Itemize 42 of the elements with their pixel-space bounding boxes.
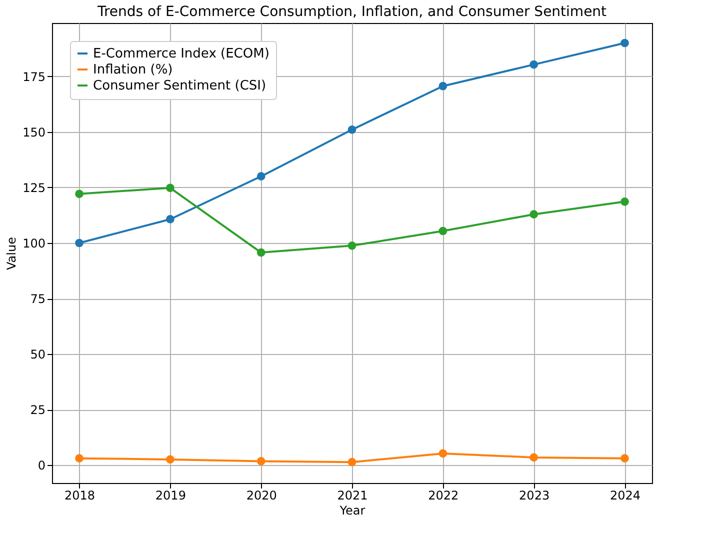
legend-label: E-Commerce Index (ECOM): [93, 46, 270, 62]
point: [75, 190, 84, 198]
point: [256, 248, 266, 257]
point: [75, 238, 84, 248]
y-tick-label: 75: [30, 292, 46, 306]
chart-title: Trends of E-Commerce Consumption, Inflation, and Consumer Sentiment: [96, 4, 608, 20]
point: [530, 453, 538, 462]
point: [530, 210, 538, 219]
point: [438, 226, 448, 236]
y-axis-title: Value: [4, 237, 19, 270]
point: [348, 458, 356, 466]
point: [75, 454, 84, 463]
point: [620, 38, 629, 48]
x-tick-label: 2022: [428, 488, 459, 502]
x-axis-title: Year: [338, 504, 366, 518]
point: [256, 457, 266, 466]
point: [166, 215, 174, 224]
y-tick-label: 150: [22, 125, 46, 140]
legend-label: Consumer Sentiment (CSI): [93, 78, 266, 94]
y-tick-label: 0: [38, 458, 46, 473]
y-tick-label: 125: [22, 180, 46, 195]
y-tick-label: 25: [30, 403, 46, 418]
y-tick-label: 100: [22, 236, 46, 250]
y-tick-label: 175: [22, 70, 46, 84]
point: [620, 454, 629, 463]
point: [256, 172, 266, 181]
point: [166, 184, 174, 192]
legend-label: Inflation (%): [93, 62, 173, 78]
y-tick-label: 50: [30, 348, 46, 362]
x-tick-label: 2018: [64, 488, 96, 502]
point: [348, 125, 356, 134]
point: [348, 241, 356, 250]
x-tick-label: 2020: [246, 488, 277, 502]
point: [530, 60, 538, 69]
point: [166, 455, 174, 464]
x-tick-label: 2019: [155, 488, 186, 502]
x-tick-label: 2024: [610, 488, 640, 502]
point: [438, 449, 448, 458]
x-tick-label: 2023: [519, 488, 550, 502]
x-tick-label: 2021: [337, 488, 368, 502]
point: [620, 197, 629, 206]
point: [438, 82, 448, 90]
